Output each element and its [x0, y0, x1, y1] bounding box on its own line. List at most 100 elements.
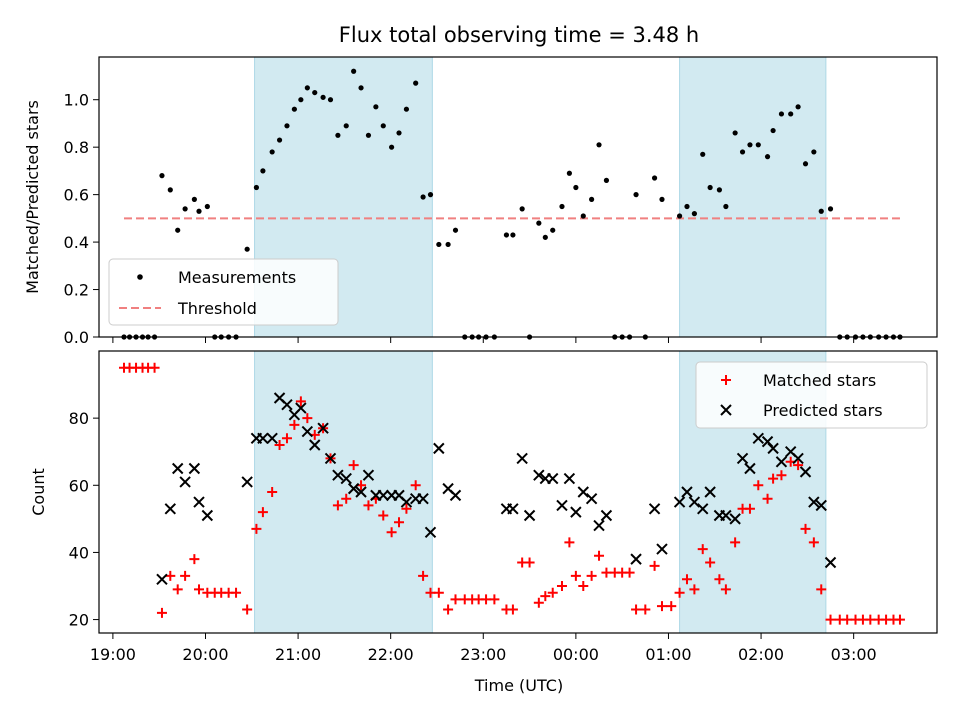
measurement-point	[707, 184, 713, 191]
predicted-star-point	[736, 452, 749, 465]
measurement-point	[335, 132, 341, 138]
predicted-star-point	[257, 432, 269, 444]
predicted-star-point	[681, 486, 693, 498]
predicted-star-point	[752, 432, 764, 444]
matched-star-point	[705, 557, 716, 568]
predicted-star-point	[309, 439, 321, 451]
legend: Matched stars Predicted stars	[695, 361, 928, 429]
measurement-point	[566, 170, 572, 176]
matched-star-point	[533, 597, 544, 608]
measurement-point	[778, 111, 785, 117]
matched-star-point	[689, 584, 700, 595]
x-tick-label: 22:00	[368, 645, 414, 664]
predicted-star-point	[593, 519, 605, 532]
matched-star-point	[341, 493, 352, 504]
predicted-star-point	[424, 526, 437, 538]
matched-star-point	[363, 500, 374, 511]
matched-star-point	[594, 550, 605, 561]
matched-star-point	[624, 567, 635, 578]
measurement-point	[373, 104, 379, 110]
predicted-star-point	[656, 543, 668, 555]
predicted-star-point	[179, 476, 191, 488]
measurement-point	[802, 161, 809, 167]
predicted-star-point	[523, 509, 536, 522]
measurement-point	[818, 208, 824, 214]
predicted-star-point	[815, 499, 827, 512]
measurement-point	[413, 80, 419, 86]
predicted-star-point	[516, 452, 528, 465]
measurement-point	[716, 187, 722, 193]
predicted-star-point	[301, 425, 314, 438]
matched-star-point	[172, 584, 183, 595]
predicted-star-point	[281, 399, 293, 411]
matched-star-point	[348, 460, 359, 471]
measurement-point	[651, 175, 658, 181]
measurement-point	[723, 203, 729, 210]
x-tick-label: 01:00	[645, 645, 691, 664]
measurement-point	[396, 130, 402, 136]
y-tick-label: 0.2	[64, 281, 89, 300]
predicted-star-point	[744, 462, 756, 475]
measurement-point	[244, 246, 250, 252]
matched-star-point	[433, 587, 444, 598]
predicted-star-point	[449, 489, 462, 502]
matched-star-point	[257, 507, 268, 518]
matched-star-point	[540, 591, 551, 602]
matched-star-point	[800, 523, 811, 534]
predicted-star-point	[241, 476, 253, 488]
measurement-point	[536, 220, 542, 226]
matched-star-point	[564, 537, 575, 548]
matched-star-point	[570, 570, 581, 581]
measurement-point	[403, 106, 410, 112]
matched-star-point	[842, 614, 853, 625]
matched-star-point	[481, 594, 492, 605]
measurement-point	[167, 187, 173, 193]
predicted-star-point	[729, 513, 741, 525]
matched-star-point	[267, 487, 278, 497]
matched-star-point	[586, 570, 597, 581]
predicted-star-point	[648, 503, 661, 515]
measurement-point	[389, 144, 395, 150]
matched-star-point	[744, 503, 755, 514]
y-tick-label: 0.6	[64, 186, 89, 205]
matched-star-point	[825, 614, 836, 625]
matched-star-point	[386, 527, 397, 538]
predicted-star-point	[563, 472, 576, 485]
shaded-interval-1	[679, 56, 827, 338]
measurement-point	[276, 137, 283, 143]
matched-star-point	[425, 587, 436, 598]
y-tick-label: 40	[69, 543, 89, 562]
matched-star-point	[865, 614, 876, 625]
measurement-point	[542, 234, 548, 240]
predicted-star-point	[600, 509, 613, 522]
matched-star-point	[649, 560, 660, 571]
measurement-point	[284, 123, 290, 129]
y-tick-label: 80	[69, 409, 89, 428]
predicted-star-point	[332, 469, 344, 481]
measurement-point	[739, 149, 746, 155]
measurement-point	[191, 196, 197, 202]
predicted-star-point	[808, 496, 820, 508]
predicted-star-point	[201, 509, 214, 522]
matched-star-point	[762, 493, 773, 504]
matched-star-point	[231, 587, 242, 598]
matched-star-point	[524, 557, 535, 568]
predicted-star-point	[824, 556, 837, 569]
matched-star-point	[507, 604, 518, 615]
matched-star-point	[189, 554, 200, 565]
predicted-star-point	[767, 442, 779, 455]
measurement-point	[519, 206, 525, 212]
measurement-point	[175, 227, 181, 233]
measurement-point	[445, 241, 451, 248]
predicted-star-point	[324, 452, 337, 465]
matched-star-point	[753, 480, 764, 491]
matched-star-point	[489, 594, 500, 605]
predicted-star-point	[630, 553, 642, 565]
matched-star-point	[394, 517, 405, 528]
y-tick-label: 1.0	[64, 91, 89, 110]
measurement-point	[420, 194, 426, 200]
legend: Measurements Threshold	[108, 258, 339, 326]
matched-star-point	[776, 470, 787, 481]
x-tick-label: 20:00	[182, 645, 228, 664]
measurement-point	[747, 142, 753, 148]
